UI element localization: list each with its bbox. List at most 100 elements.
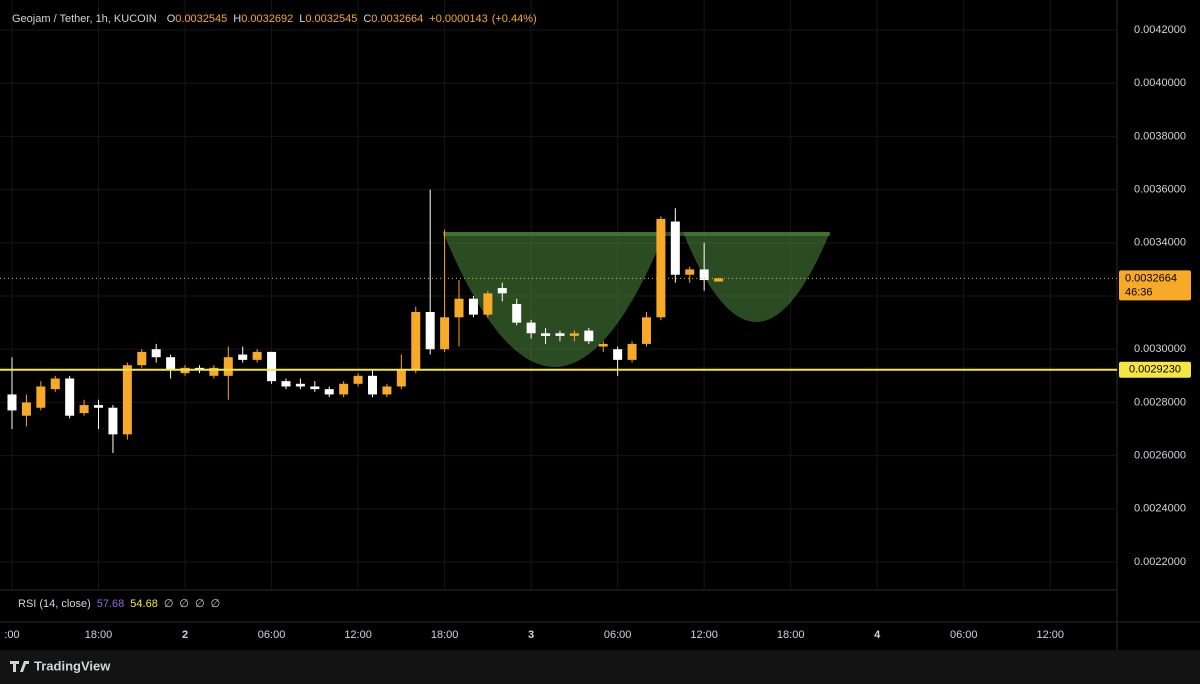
candle-body <box>641 317 651 344</box>
candle-body <box>670 221 680 275</box>
ohlc-letter: L <box>299 13 305 25</box>
y-tick-label: 0.0028000 <box>1134 396 1186 408</box>
candle-body <box>497 288 507 294</box>
ohlc-letter: C <box>363 13 371 25</box>
candle-body <box>512 304 522 323</box>
candle-body <box>339 383 349 395</box>
candle-body <box>137 351 147 366</box>
candle-body <box>468 298 478 315</box>
candle-body <box>598 343 608 347</box>
candle-body <box>699 269 709 281</box>
ohlc-value: 0.0032545 <box>175 13 227 25</box>
candle-body <box>569 333 579 336</box>
candle-body <box>79 405 89 414</box>
candle-body <box>627 343 637 360</box>
y-tick-label: 0.0036000 <box>1134 184 1186 196</box>
x-tick-label: 12:00 <box>1036 629 1064 641</box>
rsi-label: RSI (14, close) <box>18 598 91 610</box>
candle-body <box>526 322 536 334</box>
y-tick-label: 0.0042000 <box>1134 24 1186 36</box>
rsi-legend: RSI (14, close) 57.68 54.68 ∅ ∅ ∅ ∅ <box>18 598 220 610</box>
candle-body <box>425 311 435 350</box>
candle-body <box>65 378 75 416</box>
candle-body <box>94 405 104 408</box>
change-pct: (+0.44%) <box>492 13 537 25</box>
candle-body <box>7 394 17 411</box>
x-tick-label: 06:00 <box>604 629 632 641</box>
candle-body <box>396 370 406 387</box>
candle-body <box>295 383 305 387</box>
candle-body <box>166 357 176 371</box>
y-tick-label: 0.0030000 <box>1134 343 1186 355</box>
x-tick-label: 06:00 <box>950 629 978 641</box>
x-tick-label: 06:00 <box>258 629 286 641</box>
candle-body <box>50 378 60 390</box>
candle-body <box>122 365 132 435</box>
candle-body <box>353 375 363 384</box>
y-tick-label: 0.0026000 <box>1134 450 1186 462</box>
symbol-title: Geojam / Tether, 1h, KUCOIN <box>12 13 157 25</box>
last-price-tag <box>1119 270 1191 301</box>
candle-body <box>267 351 277 382</box>
candle-body <box>368 375 377 395</box>
candle-body <box>151 349 161 358</box>
candle-body <box>310 386 320 390</box>
candle-body <box>36 386 46 408</box>
rsi-value: 54.68 <box>130 598 158 610</box>
candle-body <box>108 407 118 435</box>
candle-body <box>454 298 464 318</box>
y-tick-label: 0.0038000 <box>1134 130 1186 142</box>
candle-body <box>21 402 31 416</box>
countdown-label: 46:36 <box>1125 286 1153 298</box>
candle-body <box>324 389 334 395</box>
ohlc-value: 0.0032664 <box>371 13 423 25</box>
x-tick-label: 12:00 <box>344 629 372 641</box>
candle-body <box>252 351 262 360</box>
last-price-label: 0.0032664 <box>1125 272 1177 284</box>
candle-body <box>541 333 551 336</box>
brand-logo <box>10 661 29 672</box>
x-tick-label: 3 <box>528 629 534 641</box>
x-tick-label: 18:00 <box>777 629 805 641</box>
handle <box>683 232 830 322</box>
candle-body <box>555 333 565 336</box>
ohlc-value: 0.0032692 <box>241 13 293 25</box>
ohlc-value: 0.0032545 <box>305 13 357 25</box>
x-tick-label: :00 <box>4 629 19 641</box>
footer-bar <box>0 650 1200 684</box>
rsi-empty: ∅ <box>179 598 189 610</box>
x-tick-label: 2 <box>182 629 188 641</box>
candle-body <box>613 349 623 360</box>
candle-body <box>382 386 392 395</box>
cup-and-handle <box>443 232 830 367</box>
candle-body <box>281 381 291 387</box>
hline-label: 0.0029230 <box>1129 364 1181 376</box>
cup <box>443 232 665 367</box>
candle-body <box>209 367 219 376</box>
ohlc-letter: O <box>167 13 176 25</box>
rsi-empty: ∅ <box>164 598 174 610</box>
x-tick-label: 12:00 <box>690 629 718 641</box>
candle-body <box>656 218 666 318</box>
candle-body <box>238 354 248 360</box>
rsi-empty: ∅ <box>211 598 221 610</box>
candle-body <box>584 330 594 342</box>
ohlc-letter: H <box>233 13 241 25</box>
candle-body <box>483 293 493 315</box>
candles <box>7 189 724 453</box>
brand-name: TradingView <box>34 658 111 673</box>
rsi-empty: ∅ <box>195 598 205 610</box>
candle-body <box>411 311 421 371</box>
y-tick-label: 0.0034000 <box>1134 237 1186 249</box>
x-tick-label: 18:00 <box>431 629 459 641</box>
brand: TradingView <box>10 658 111 673</box>
y-tick-label: 0.0040000 <box>1134 77 1186 89</box>
y-tick-label: 0.0024000 <box>1134 503 1186 515</box>
candle-body <box>223 357 233 376</box>
change-value: +0.0000143 <box>429 13 487 25</box>
x-tick-label: 18:00 <box>85 629 113 641</box>
x-tick-label: 4 <box>874 629 881 641</box>
candle-body <box>685 269 695 275</box>
